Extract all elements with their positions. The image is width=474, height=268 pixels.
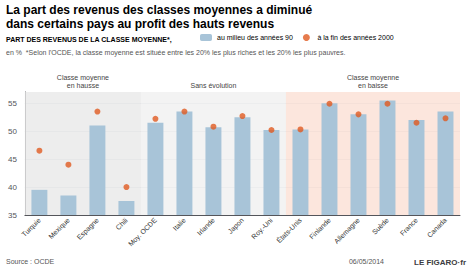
svg-text:LE FIGARO·fr: LE FIGARO·fr bbox=[414, 258, 466, 267]
svg-text:50: 50 bbox=[8, 127, 17, 136]
svg-text:Source : OCDE: Source : OCDE bbox=[6, 258, 55, 265]
svg-text:Classe moyenne: Classe moyenne bbox=[347, 74, 399, 82]
svg-text:Chili: Chili bbox=[114, 216, 129, 231]
svg-text:en baisse: en baisse bbox=[358, 82, 388, 89]
svg-text:Japon: Japon bbox=[227, 216, 246, 235]
svg-text:Turquie: Turquie bbox=[20, 216, 42, 238]
svg-text:Mexique: Mexique bbox=[47, 216, 71, 240]
svg-text:35: 35 bbox=[8, 211, 17, 220]
svg-text:PART DES REVENUS DE LA CLASSE: PART DES REVENUS DE LA CLASSE MOYENNE*, bbox=[6, 36, 172, 44]
svg-text:à la fin des années 2000: à la fin des années 2000 bbox=[317, 34, 393, 41]
svg-text:Moy. OCDE: Moy. OCDE bbox=[127, 216, 159, 248]
svg-text:dans certains pays au profit d: dans certains pays au profit des hauts r… bbox=[6, 17, 274, 31]
svg-text:Finlande: Finlande bbox=[308, 216, 332, 240]
svg-text:Allemagne: Allemagne bbox=[333, 216, 362, 245]
svg-text:en hausse: en hausse bbox=[67, 82, 99, 89]
svg-text:Roy.-Uni: Roy.-Uni bbox=[250, 216, 275, 241]
svg-text:en % *Selon l'OCDE, la classe: en % *Selon l'OCDE, la classe moyenne es… bbox=[6, 49, 346, 57]
svg-text:40: 40 bbox=[8, 183, 17, 192]
svg-text:Irlande: Irlande bbox=[196, 216, 216, 236]
svg-text:La part des revenus des classe: La part des revenus des classes moyennes… bbox=[6, 3, 312, 17]
svg-text:45: 45 bbox=[8, 155, 17, 164]
svg-text:au milieu des années 90: au milieu des années 90 bbox=[217, 34, 293, 41]
svg-text:Espagne: Espagne bbox=[75, 216, 100, 241]
svg-text:06/05/2014: 06/05/2014 bbox=[349, 258, 384, 265]
svg-text:États-Unis: États-Unis bbox=[274, 215, 303, 244]
svg-text:Sans évolution: Sans évolution bbox=[190, 82, 236, 89]
svg-text:Canada: Canada bbox=[426, 216, 448, 238]
svg-text:Suède: Suède bbox=[371, 216, 390, 235]
svg-text:Italie: Italie bbox=[172, 216, 187, 231]
svg-text:55: 55 bbox=[8, 99, 17, 108]
svg-text:France: France bbox=[399, 216, 419, 236]
svg-text:Classe moyenne: Classe moyenne bbox=[57, 74, 109, 82]
